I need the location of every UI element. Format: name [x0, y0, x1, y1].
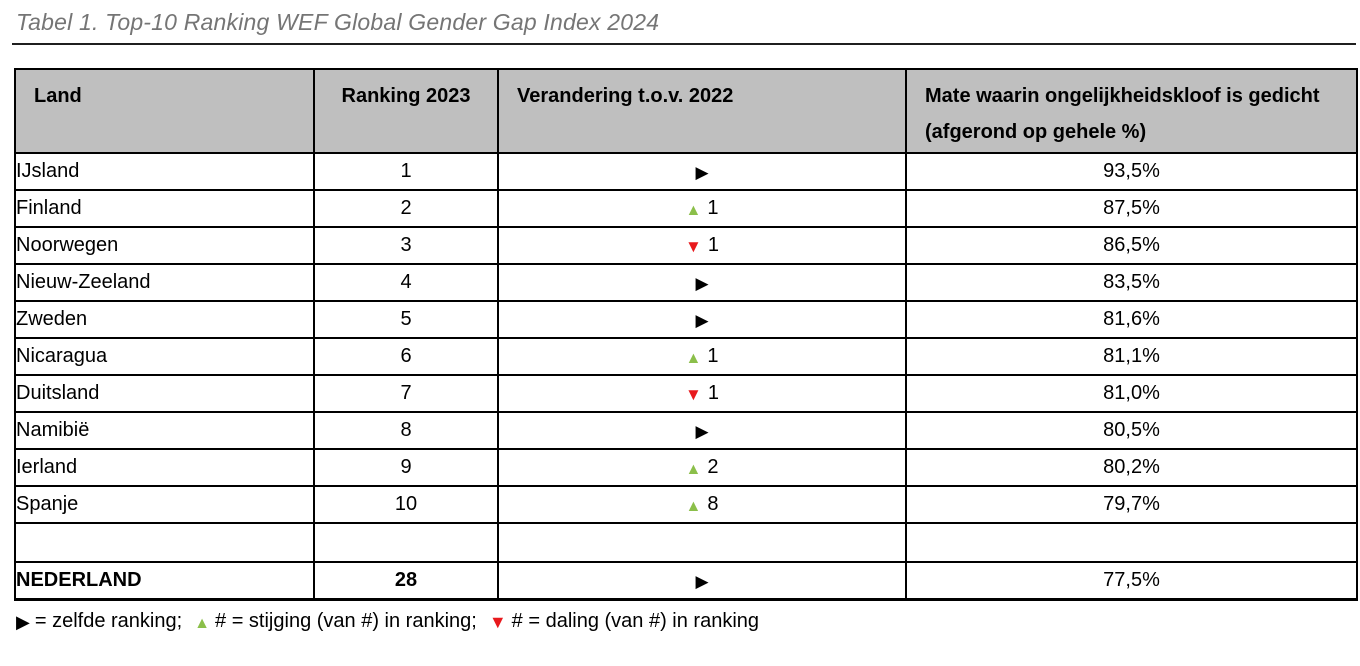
- table-row: Zweden 5 ▶ 81,6%: [14, 300, 1358, 339]
- ranking-cell: 9: [313, 448, 499, 487]
- change-amount: 1: [707, 197, 719, 219]
- change-cell: ▶: [497, 152, 907, 191]
- title-rule: [12, 43, 1356, 45]
- column-header: Mate waarin ongelijkheidskloof is gedich…: [905, 68, 1358, 154]
- pct-cell: 81,1%: [905, 337, 1358, 376]
- land-cell: Spanje: [14, 485, 315, 524]
- up-ranking-icon: ▲: [685, 350, 702, 367]
- legend-item: ▶ = zelfde ranking;: [16, 610, 182, 632]
- change-amount: 1: [707, 382, 719, 404]
- legend-item: ▲ # = stijging (van #) in ranking;: [194, 610, 477, 632]
- column-header: Verandering t.o.v. 2022: [497, 68, 907, 154]
- change-cell: ▶: [497, 263, 907, 302]
- legend-item-text: # = daling (van #) in ranking: [511, 610, 760, 632]
- same-ranking-icon: ▶: [695, 572, 709, 591]
- land-cell: [14, 522, 315, 563]
- change-cell: ▲ 8: [497, 485, 907, 524]
- pct-cell: 87,5%: [905, 189, 1358, 228]
- table-row: Nicaragua 6 ▲ 1 81,1%: [14, 337, 1358, 376]
- land-cell: Zweden: [14, 300, 315, 339]
- change-cell: ▶: [497, 561, 907, 601]
- change-cell: ▶: [497, 411, 907, 450]
- up-ranking-icon: ▲: [194, 615, 211, 632]
- pct-cell: 93,5%: [905, 152, 1358, 191]
- land-cell: NEDERLAND: [14, 561, 315, 601]
- down-ranking-icon: ▼: [488, 612, 507, 632]
- land-cell: Noorwegen: [14, 226, 315, 265]
- ranking-cell: 1: [313, 152, 499, 191]
- same-ranking-icon: ▶: [16, 612, 30, 632]
- down-ranking-icon: ▼: [685, 237, 702, 256]
- pct-cell: 86,5%: [905, 226, 1358, 265]
- legend: ▶ = zelfde ranking; ▲ # = stijging (van #) …: [16, 610, 1360, 633]
- table-row: Ierland 9 ▲ 2 80,2%: [14, 448, 1358, 487]
- pct-cell: 79,7%: [905, 485, 1358, 524]
- legend-item-text: = zelfde ranking;: [34, 610, 183, 632]
- land-cell: Ierland: [14, 448, 315, 487]
- table-row: Duitsland 7 ▼ 1 81,0%: [14, 374, 1358, 413]
- same-ranking-icon: ▶: [695, 311, 709, 330]
- up-ranking-icon: ▲: [685, 498, 702, 515]
- table-row: Spanje 10 ▲ 8 79,7%: [14, 485, 1358, 524]
- table-row: NEDERLAND 28 ▶ 77,5%: [14, 561, 1358, 601]
- change-cell: ▼ 1: [497, 226, 907, 265]
- ranking-cell: 2: [313, 189, 499, 228]
- pct-cell: 83,5%: [905, 263, 1358, 302]
- ranking-cell: 7: [313, 374, 499, 413]
- land-cell: Nicaragua: [14, 337, 315, 376]
- ranking-cell: 8: [313, 411, 499, 450]
- same-ranking-icon: ▶: [695, 274, 709, 293]
- ranking-cell: 4: [313, 263, 499, 302]
- up-ranking-icon: ▲: [685, 461, 702, 478]
- ranking-table: Land Ranking 2023 Verandering t.o.v. 2022 M…: [14, 68, 1358, 601]
- legend-item-text: # = stijging (van #) in ranking;: [215, 610, 477, 632]
- change-amount: 8: [707, 493, 719, 515]
- up-ranking-icon: ▲: [685, 202, 702, 219]
- ranking-cell: [313, 522, 499, 563]
- land-cell: IJsland: [14, 152, 315, 191]
- legend-item: ▼ # = daling (van #) in ranking: [489, 610, 759, 632]
- page-title: Tabel 1. Top-10 Ranking WEF Global Gende…: [16, 9, 660, 35]
- table-row: [14, 522, 1358, 563]
- same-ranking-icon: ▶: [695, 422, 709, 441]
- table-row: IJsland 1 ▶ 93,5%: [14, 152, 1358, 191]
- change-cell: ▲ 2: [497, 448, 907, 487]
- ranking-cell: 6: [313, 337, 499, 376]
- pct-cell: 80,2%: [905, 448, 1358, 487]
- pct-cell: 77,5%: [905, 561, 1358, 601]
- change-cell: ▼ 1: [497, 374, 907, 413]
- table-row: Noorwegen 3 ▼ 1 86,5%: [14, 226, 1358, 265]
- pct-cell: 81,6%: [905, 300, 1358, 339]
- ranking-cell: 3: [313, 226, 499, 265]
- same-ranking-icon: ▶: [695, 163, 709, 182]
- change-cell: ▲ 1: [497, 337, 907, 376]
- table-row: Namibië 8 ▶ 80,5%: [14, 411, 1358, 450]
- land-cell: Namibië: [14, 411, 315, 450]
- table-body: IJsland 1 ▶ 93,5% Finland 2 ▲ 1 87,5% Noo…: [14, 152, 1358, 601]
- change-amount: 2: [707, 456, 719, 478]
- pct-cell: 81,0%: [905, 374, 1358, 413]
- table-row: Finland 2 ▲ 1 87,5%: [14, 189, 1358, 228]
- change-cell: [497, 522, 907, 563]
- ranking-cell: 10: [313, 485, 499, 524]
- change-cell: ▶: [497, 300, 907, 339]
- land-cell: Nieuw-Zeeland: [14, 263, 315, 302]
- column-header: Land: [14, 68, 315, 154]
- header-row: Land Ranking 2023 Verandering t.o.v. 2022 M…: [14, 68, 1358, 154]
- ranking-cell: 28: [313, 561, 499, 601]
- table-row: Nieuw-Zeeland 4 ▶ 83,5%: [14, 263, 1358, 302]
- change-amount: 1: [707, 234, 719, 256]
- column-header: Ranking 2023: [313, 68, 499, 154]
- pct-cell: [905, 522, 1358, 563]
- change-cell: ▲ 1: [497, 189, 907, 228]
- land-cell: Duitsland: [14, 374, 315, 413]
- ranking-cell: 5: [313, 300, 499, 339]
- down-ranking-icon: ▼: [685, 385, 702, 404]
- pct-cell: 80,5%: [905, 411, 1358, 450]
- change-amount: 1: [707, 345, 719, 367]
- land-cell: Finland: [14, 189, 315, 228]
